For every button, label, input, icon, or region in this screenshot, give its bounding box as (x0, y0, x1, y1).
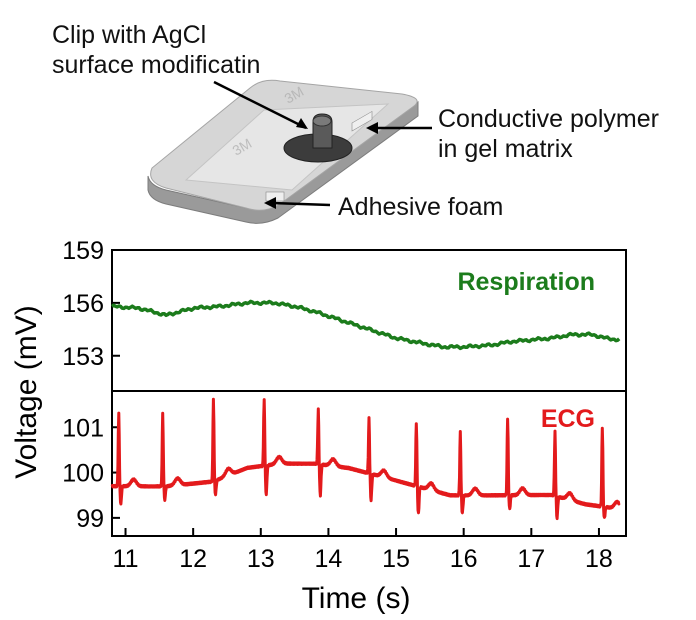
x-tick-label-4: 15 (382, 545, 410, 573)
clip-label: Clip with AgCl surface modificatin (52, 20, 260, 80)
x-tick-label-2: 13 (247, 545, 275, 573)
clip-label-line-1: Clip with AgCl (52, 21, 207, 49)
polymer-label-line-1: Conductive polymer (438, 105, 659, 133)
clip-label-line-2: surface modificatin (52, 51, 261, 79)
y-axis-label: Voltage (mV) (10, 305, 43, 478)
foam-arrowhead (264, 197, 276, 209)
x-tick-label-0: 11 (113, 545, 139, 573)
clip-arrow (213, 80, 307, 130)
resp-y-tick-label-2: 159 (62, 237, 104, 265)
x-tick-label-7: 18 (585, 545, 613, 573)
foam-label-text: Adhesive foam (338, 193, 504, 221)
chart: 153 156 159 99 100 101 11 12 13 14 15 16 17 18 Resp… (10, 237, 627, 615)
gel-slit (351, 110, 373, 132)
respiration-series-label: Respiration (457, 268, 595, 296)
polymer-arrowhead (366, 122, 378, 134)
x-ticks: 11 12 13 14 15 16 17 18 (113, 528, 613, 573)
x-axis-label: Time (s) (302, 582, 411, 615)
ecg-series-label: ECG (541, 405, 595, 433)
ecg-y-tick-label-2: 101 (62, 414, 104, 442)
ecg-panel-frame (111, 390, 627, 537)
x-tick-label-6: 17 (517, 545, 545, 573)
respiration-y-ticks: 153 156 159 (62, 237, 120, 371)
x-tick-label-1: 12 (179, 545, 207, 573)
foam-label: Adhesive foam (338, 192, 503, 222)
clip-arrowhead (296, 118, 308, 129)
polymer-label: Conductive polymer in gel matrix (438, 104, 659, 164)
resp-y-tick-label-1: 156 (62, 290, 104, 318)
clip-head (312, 115, 332, 127)
polymer-label-line-2: in gel matrix (438, 135, 573, 163)
respiration-series-line (110, 299, 621, 351)
x-tick-label-3: 14 (315, 545, 343, 573)
foam-arrow (271, 201, 331, 207)
ecg-y-tick-label-1: 100 (62, 460, 104, 488)
resp-y-tick-label-0: 153 (62, 343, 104, 371)
ecg-y-tick-label-0: 99 (76, 505, 104, 533)
x-tick-label-5: 16 (450, 545, 478, 573)
ecg-series-line (110, 397, 621, 521)
electrode-illustration: 3M 3M (147, 79, 432, 224)
ecg-y-ticks: 99 100 101 (62, 414, 120, 533)
pad-side (147, 101, 419, 224)
